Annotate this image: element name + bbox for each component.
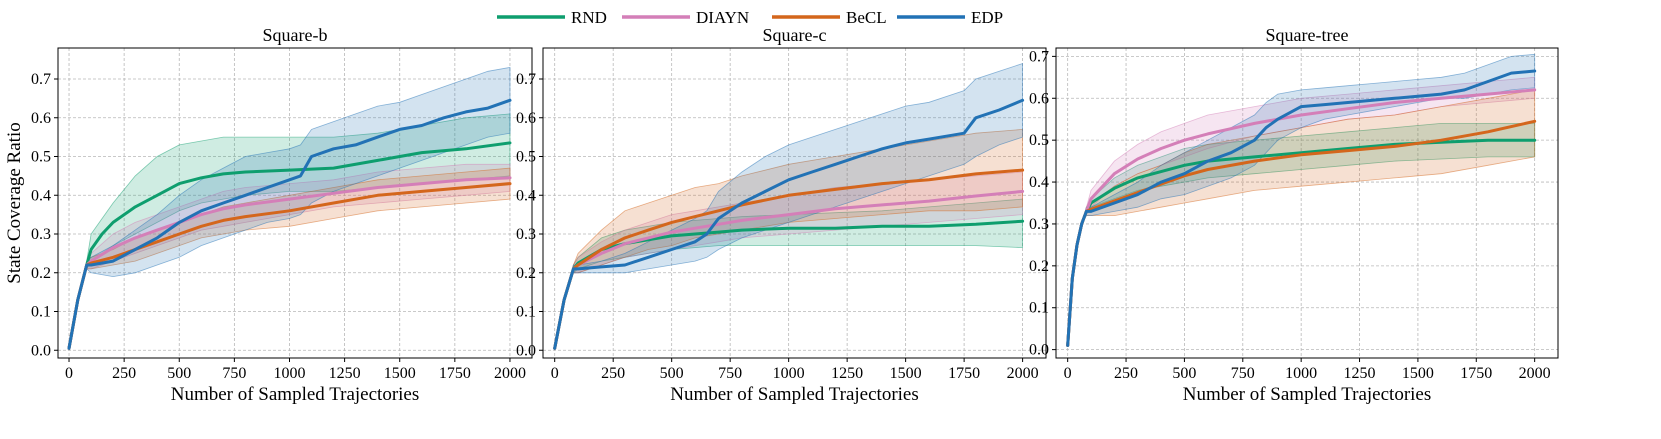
axes-frame — [542, 47, 1047, 359]
y-tick-label: 0.0 — [1029, 342, 1049, 359]
x-tick-label: 2000 — [494, 365, 526, 382]
y-tick-label: 0.2 — [516, 265, 536, 282]
y-tick-label: 0.5 — [516, 149, 536, 166]
x-tick-label: 750 — [1231, 365, 1255, 382]
y-tick-label: 0.5 — [31, 149, 51, 166]
y-tick-label: 0.7 — [516, 71, 536, 88]
legend-label: DIAYN — [696, 8, 749, 27]
x-tick-label: 1250 — [831, 365, 863, 382]
panels: 0 250 500 750 1000 1250 1500 1750 2000 0.0 0.1 0.2 0… — [4, 25, 1559, 405]
y-tick-label: 0.7 — [1029, 48, 1049, 65]
x-tick-label: 1000 — [1285, 365, 1317, 382]
x-tick-label: 500 — [1172, 365, 1196, 382]
series-line-edp — [1066, 69, 1537, 347]
x-tick-label: 1750 — [1460, 365, 1492, 382]
legend-label: RND — [571, 8, 607, 27]
axes-frame — [57, 47, 533, 359]
x-tick-label: 2000 — [1519, 365, 1551, 382]
band-rnd — [68, 113, 511, 349]
y-tick-label: 0.2 — [31, 265, 51, 282]
y-tick-label: 0.6 — [31, 110, 51, 127]
plot-area — [67, 66, 512, 350]
y-tick-label: 0.4 — [1029, 174, 1049, 191]
y-tick-label: 0.6 — [516, 110, 536, 127]
legend: RND DIAYN BeCL EDP — [497, 8, 1003, 27]
y-tick-label: 0.3 — [31, 226, 51, 243]
x-tick-label: 1500 — [890, 365, 922, 382]
x-tick-label: 250 — [601, 365, 625, 382]
x-tick-label: 2000 — [1007, 365, 1039, 382]
x-tick-label: 1750 — [439, 365, 471, 382]
x-tick-label: 1000 — [273, 365, 305, 382]
x-tick-label: 1500 — [384, 365, 416, 382]
legend-label: EDP — [971, 8, 1003, 27]
plot-area — [1066, 53, 1537, 347]
axes-frame — [1055, 47, 1559, 359]
panel-title: Square-c — [763, 25, 827, 45]
y-axis-label: State Coverage Ratio — [4, 122, 25, 283]
legend-label: BeCL — [846, 8, 887, 27]
x-tick-label: 1000 — [773, 365, 805, 382]
band-becl — [554, 128, 1023, 349]
x-tick-label: 250 — [112, 365, 136, 382]
y-tick-label: 0.1 — [516, 304, 536, 321]
y-tick-label: 0.1 — [1029, 300, 1049, 317]
y-tick-label: 0.3 — [516, 226, 536, 243]
y-tick-label: 0.5 — [1029, 132, 1049, 149]
y-tick-label: 0.4 — [516, 187, 536, 204]
x-tick-label: 500 — [167, 365, 191, 382]
x-tick-label: 0 — [65, 365, 73, 382]
y-tick-label: 0.6 — [1029, 90, 1049, 107]
y-tick-label: 0.0 — [31, 342, 51, 359]
y-tick-label: 0.7 — [31, 71, 51, 88]
x-tick-label: 500 — [660, 365, 684, 382]
series-line-becl — [553, 168, 1025, 350]
x-tick-label: 250 — [1114, 365, 1138, 382]
y-tick-label: 0.2 — [1029, 258, 1049, 275]
series-line-rnd — [67, 141, 512, 350]
x-tick-label: 0 — [1064, 365, 1072, 382]
x-tick-label: 1250 — [1344, 365, 1376, 382]
panel-title: Square-tree — [1266, 25, 1349, 45]
panel-square-tree: 0 250 500 750 1000 1250 1500 1750 2000 0.0 0.1 0.2 0… — [1029, 25, 1559, 405]
x-tick-label: 0 — [551, 365, 559, 382]
x-tick-label: 1500 — [1402, 365, 1434, 382]
plot-area — [553, 62, 1025, 350]
series-line-edp — [67, 98, 512, 350]
band-becl — [1067, 89, 1536, 346]
panel-title: Square-b — [263, 25, 328, 45]
x-axis-label: Number of Sampled Trajectories — [670, 384, 919, 405]
panel-square-b: 0 250 500 750 1000 1250 1500 1750 2000 0.0 0.1 0.2 0… — [4, 25, 533, 405]
series-line-edp — [553, 98, 1025, 350]
x-tick-label: 750 — [222, 365, 246, 382]
y-tick-label: 0.4 — [31, 187, 51, 204]
panel-square-c: 0 250 500 750 1000 1250 1500 1750 2000 0.0 0.1 0.2 0… — [516, 25, 1047, 405]
x-axis-label: Number of Sampled Trajectories — [171, 384, 420, 405]
x-tick-label: 750 — [718, 365, 742, 382]
x-tick-label: 1250 — [329, 365, 361, 382]
y-tick-label: 0.3 — [1029, 216, 1049, 233]
x-axis-label: Number of Sampled Trajectories — [1183, 384, 1432, 405]
x-tick-label: 1750 — [948, 365, 980, 382]
y-tick-label: 0.0 — [516, 342, 536, 359]
y-tick-label: 0.1 — [31, 304, 51, 321]
